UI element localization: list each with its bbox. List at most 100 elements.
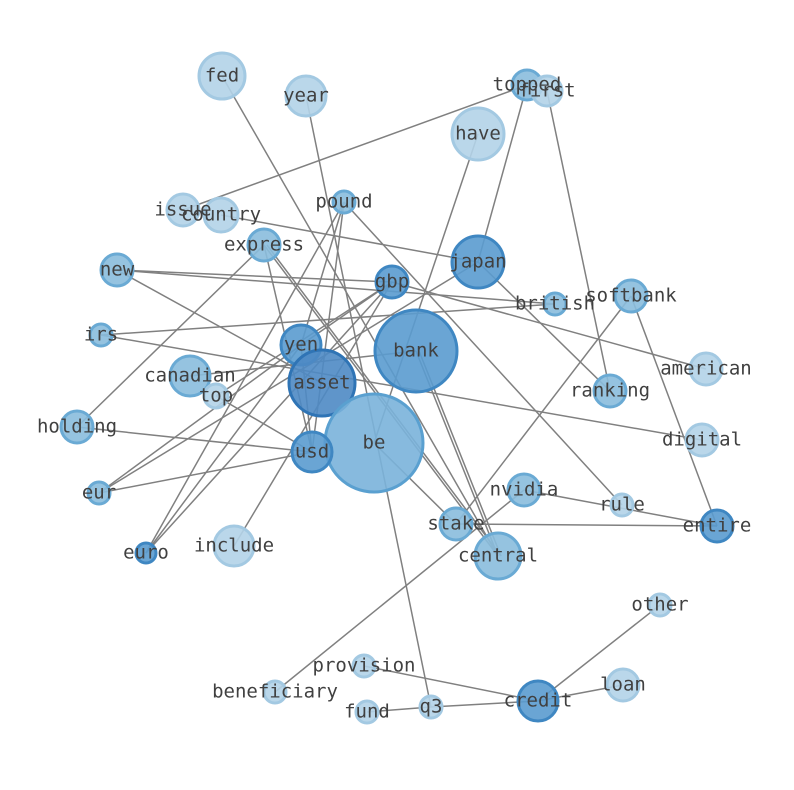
node-label: provision [313, 655, 416, 677]
edge [145, 281, 393, 554]
node [647, 592, 673, 618]
node [284, 74, 328, 118]
node [246, 227, 282, 263]
edge [546, 90, 611, 392]
edge [76, 426, 313, 453]
node [86, 480, 112, 506]
node [374, 264, 410, 300]
node [438, 506, 474, 542]
node-label: usd [295, 441, 329, 463]
node [605, 667, 641, 703]
edge [98, 344, 302, 494]
node-label: entire [683, 515, 752, 537]
edge [100, 303, 556, 336]
nodes [59, 51, 735, 725]
edge [373, 133, 479, 444]
node [168, 354, 212, 398]
node-label: have [455, 123, 501, 145]
node [373, 308, 459, 394]
edge [220, 214, 479, 263]
node-label: holding [37, 416, 117, 438]
edge [363, 665, 539, 702]
node-label: euro [123, 542, 169, 564]
node-label: country [181, 204, 261, 226]
node [592, 373, 628, 409]
node-label: pound [315, 191, 372, 213]
node-label: express [224, 234, 304, 256]
node [212, 524, 256, 568]
node [450, 234, 506, 290]
node-label: gbp [375, 271, 409, 293]
edge [343, 201, 623, 506]
node-label: nvidia [490, 479, 559, 501]
edge [537, 604, 661, 702]
edge [116, 269, 556, 305]
node-label: japan [449, 251, 506, 273]
node-label: credit [504, 690, 573, 712]
node [197, 51, 247, 101]
node-label: yen [284, 334, 318, 356]
node-label: be [363, 432, 386, 454]
edge [477, 84, 528, 263]
node [165, 192, 201, 228]
edge [630, 295, 718, 527]
edge [98, 451, 313, 494]
node [287, 348, 357, 418]
node [202, 196, 240, 234]
node-label: central [458, 545, 538, 567]
node-label: q3 [420, 696, 443, 718]
edge [182, 84, 528, 211]
node-label: stake [427, 513, 484, 535]
node [473, 531, 523, 581]
node-label: british [515, 293, 595, 315]
node-label: eur [82, 482, 116, 504]
node-label: digital [662, 429, 742, 451]
node [450, 106, 506, 162]
node-label: rule [599, 494, 645, 516]
node [262, 679, 288, 705]
node [134, 541, 158, 565]
node [609, 492, 635, 518]
edge [221, 75, 499, 557]
node-label: beneficiary [212, 681, 338, 703]
node [506, 472, 542, 508]
node [516, 679, 560, 723]
edge [116, 269, 393, 283]
node-label: fund [344, 701, 390, 723]
node [351, 653, 377, 679]
edge [477, 261, 611, 392]
node [613, 278, 649, 314]
node [354, 699, 380, 725]
node [530, 74, 564, 108]
node-label: softbank [585, 285, 677, 307]
edge [145, 344, 302, 554]
node [699, 508, 735, 544]
node-label: top [199, 385, 233, 407]
node-label: fed [205, 65, 239, 87]
node-label: loan [600, 674, 646, 696]
node-label: topped [493, 74, 562, 96]
node-label: american [660, 358, 752, 380]
node-label: ranking [570, 380, 650, 402]
node-label: bank [393, 340, 439, 362]
node [542, 291, 568, 317]
node-label: issue [154, 199, 211, 221]
node [290, 430, 334, 474]
edge [274, 489, 525, 693]
node-label: first [518, 80, 575, 102]
node-label: other [631, 594, 688, 616]
node-label: year [283, 85, 329, 107]
node [99, 252, 135, 288]
node-label: new [100, 259, 135, 281]
node [59, 409, 95, 445]
node [688, 351, 724, 387]
node-label: canadian [144, 365, 236, 387]
node [331, 189, 357, 215]
node [88, 322, 114, 348]
node [684, 422, 720, 458]
node-label: include [194, 535, 274, 557]
node-label: asset [293, 372, 350, 394]
node [418, 694, 444, 720]
